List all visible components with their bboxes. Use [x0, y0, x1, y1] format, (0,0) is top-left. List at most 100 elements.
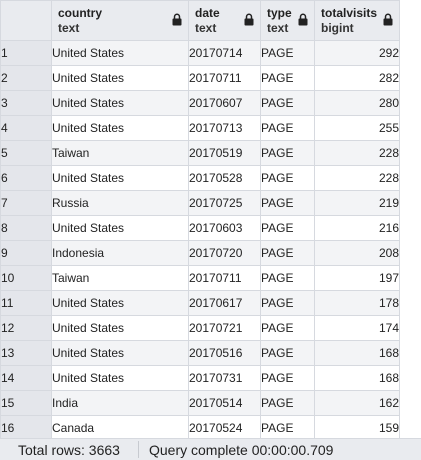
row-number[interactable]: 7	[0, 190, 52, 216]
cell-country[interactable]: Taiwan	[51, 140, 189, 166]
row-number[interactable]: 11	[0, 290, 52, 316]
cell-type[interactable]: PAGE	[260, 340, 315, 366]
row-number[interactable]: 12	[0, 315, 52, 341]
cell-country[interactable]: India	[51, 390, 189, 416]
select-all-corner[interactable]	[0, 0, 52, 41]
cell-type[interactable]: PAGE	[260, 40, 315, 66]
row-number[interactable]: 6	[0, 165, 52, 191]
cell-type[interactable]: PAGE	[260, 165, 315, 191]
cell-totalvisits[interactable]: 197	[314, 265, 400, 291]
cell-date[interactable]: 20170603	[188, 215, 261, 241]
cell-country[interactable]: United States	[51, 365, 189, 391]
row-number[interactable]: 13	[0, 340, 52, 366]
cell-country[interactable]: United States	[51, 90, 189, 116]
cell-date[interactable]: 20170714	[188, 40, 261, 66]
cell-date[interactable]: 20170721	[188, 315, 261, 341]
table-row[interactable]: 3 United States 20170607 PAGE 280	[0, 90, 400, 116]
table-row[interactable]: 16 Canada 20170524 PAGE 159	[0, 415, 400, 438]
table-row[interactable]: 7 Russia 20170725 PAGE 219	[0, 190, 400, 216]
cell-totalvisits[interactable]: 168	[314, 340, 400, 366]
cell-date[interactable]: 20170711	[188, 265, 261, 291]
cell-type[interactable]: PAGE	[260, 65, 315, 91]
row-number[interactable]: 14	[0, 365, 52, 391]
cell-type[interactable]: PAGE	[260, 290, 315, 316]
cell-type[interactable]: PAGE	[260, 265, 315, 291]
cell-date[interactable]: 20170519	[188, 140, 261, 166]
cell-totalvisits[interactable]: 282	[314, 65, 400, 91]
table-row[interactable]: 8 United States 20170603 PAGE 216	[0, 215, 400, 241]
column-header-totalvisits[interactable]: totalvisits bigint	[314, 0, 400, 41]
cell-date[interactable]: 20170607	[188, 90, 261, 116]
column-header-type[interactable]: type text	[260, 0, 315, 41]
cell-totalvisits[interactable]: 255	[314, 115, 400, 141]
cell-date[interactable]: 20170617	[188, 290, 261, 316]
table-row[interactable]: 14 United States 20170731 PAGE 168	[0, 365, 400, 391]
cell-totalvisits[interactable]: 174	[314, 315, 400, 341]
cell-totalvisits[interactable]: 162	[314, 390, 400, 416]
cell-totalvisits[interactable]: 216	[314, 215, 400, 241]
cell-totalvisits[interactable]: 168	[314, 365, 400, 391]
row-number[interactable]: 9	[0, 240, 52, 266]
cell-date[interactable]: 20170713	[188, 115, 261, 141]
table-row[interactable]: 12 United States 20170721 PAGE 174	[0, 315, 400, 341]
table-row[interactable]: 11 United States 20170617 PAGE 178	[0, 290, 400, 316]
cell-totalvisits[interactable]: 280	[314, 90, 400, 116]
cell-country[interactable]: Canada	[51, 415, 189, 438]
cell-country[interactable]: Russia	[51, 190, 189, 216]
table-row[interactable]: 13 United States 20170516 PAGE 168	[0, 340, 400, 366]
cell-country[interactable]: Indonesia	[51, 240, 189, 266]
cell-country[interactable]: Taiwan	[51, 265, 189, 291]
cell-country[interactable]: United States	[51, 315, 189, 341]
cell-type[interactable]: PAGE	[260, 390, 315, 416]
column-header-date[interactable]: date text	[188, 0, 261, 41]
cell-totalvisits[interactable]: 228	[314, 140, 400, 166]
table-row[interactable]: 10 Taiwan 20170711 PAGE 197	[0, 265, 400, 291]
cell-type[interactable]: PAGE	[260, 140, 315, 166]
cell-type[interactable]: PAGE	[260, 90, 315, 116]
cell-date[interactable]: 20170725	[188, 190, 261, 216]
cell-totalvisits[interactable]: 292	[314, 40, 400, 66]
row-number[interactable]: 16	[0, 415, 52, 438]
cell-country[interactable]: United States	[51, 290, 189, 316]
row-number[interactable]: 1	[0, 40, 52, 66]
row-number[interactable]: 15	[0, 390, 52, 416]
row-number[interactable]: 5	[0, 140, 52, 166]
cell-country[interactable]: United States	[51, 215, 189, 241]
table-row[interactable]: 4 United States 20170713 PAGE 255	[0, 115, 400, 141]
cell-country[interactable]: United States	[51, 115, 189, 141]
cell-type[interactable]: PAGE	[260, 365, 315, 391]
cell-date[interactable]: 20170711	[188, 65, 261, 91]
cell-totalvisits[interactable]: 208	[314, 240, 400, 266]
cell-country[interactable]: United States	[51, 40, 189, 66]
table-row[interactable]: 1 United States 20170714 PAGE 292	[0, 40, 400, 66]
cell-type[interactable]: PAGE	[260, 415, 315, 438]
cell-date[interactable]: 20170524	[188, 415, 261, 438]
cell-date[interactable]: 20170528	[188, 165, 261, 191]
row-number[interactable]: 8	[0, 215, 52, 241]
cell-country[interactable]: United States	[51, 340, 189, 366]
table-row[interactable]: 15 India 20170514 PAGE 162	[0, 390, 400, 416]
cell-type[interactable]: PAGE	[260, 115, 315, 141]
cell-totalvisits[interactable]: 178	[314, 290, 400, 316]
cell-type[interactable]: PAGE	[260, 240, 315, 266]
table-row[interactable]: 5 Taiwan 20170519 PAGE 228	[0, 140, 400, 166]
table-row[interactable]: 2 United States 20170711 PAGE 282	[0, 65, 400, 91]
cell-type[interactable]: PAGE	[260, 315, 315, 341]
cell-date[interactable]: 20170516	[188, 340, 261, 366]
table-row[interactable]: 9 Indonesia 20170720 PAGE 208	[0, 240, 400, 266]
row-number[interactable]: 3	[0, 90, 52, 116]
cell-date[interactable]: 20170731	[188, 365, 261, 391]
column-header-country[interactable]: country text	[51, 0, 189, 41]
cell-totalvisits[interactable]: 159	[314, 415, 400, 438]
row-number[interactable]: 4	[0, 115, 52, 141]
cell-country[interactable]: United States	[51, 165, 189, 191]
cell-type[interactable]: PAGE	[260, 190, 315, 216]
table-row[interactable]: 6 United States 20170528 PAGE 228	[0, 165, 400, 191]
cell-type[interactable]: PAGE	[260, 215, 315, 241]
cell-totalvisits[interactable]: 219	[314, 190, 400, 216]
cell-date[interactable]: 20170720	[188, 240, 261, 266]
row-number[interactable]: 10	[0, 265, 52, 291]
row-number[interactable]: 2	[0, 65, 52, 91]
cell-country[interactable]: United States	[51, 65, 189, 91]
cell-date[interactable]: 20170514	[188, 390, 261, 416]
